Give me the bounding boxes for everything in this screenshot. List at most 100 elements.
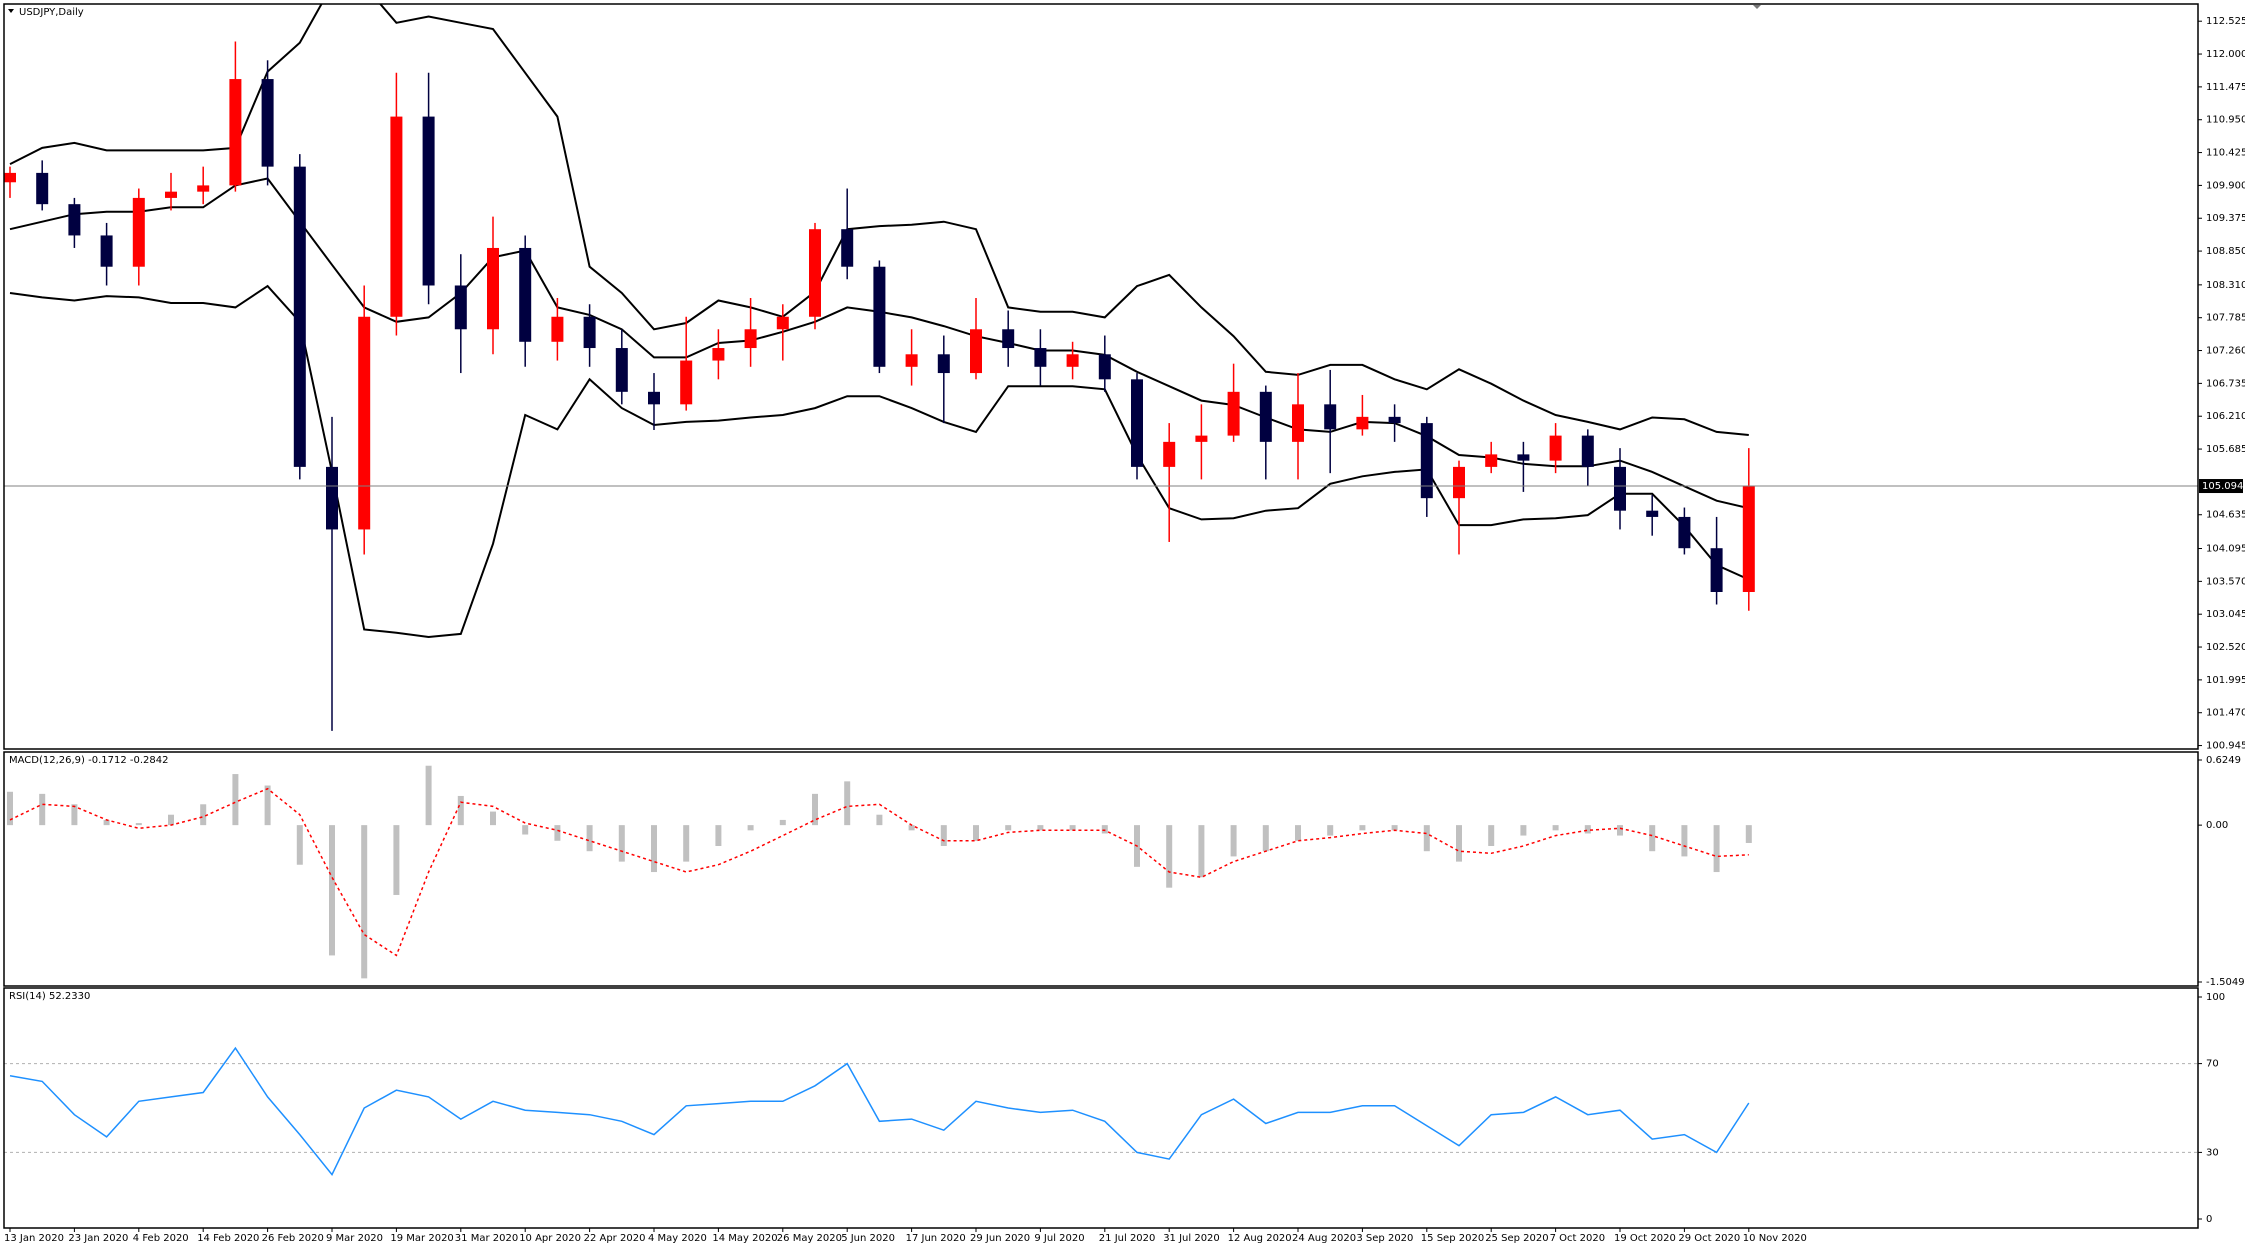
macd-histogram-bar [232,774,239,826]
macd-histogram-bar [973,825,979,841]
candle-body [1614,466,1626,511]
x-tick-label: 22 Apr 2020 [584,1233,646,1244]
candle-body [4,172,16,183]
panel-title: RSI(14) 52.2330 [9,991,90,1002]
y-tick-label: 102.520 [2206,642,2245,653]
panel-border [3,987,2199,1229]
y-tick-label: 104.095 [2206,544,2245,555]
y-tick-label: 0.00 [2206,820,2228,831]
y-tick-label: 0 [2206,1214,2212,1225]
shift-marker [1753,5,1761,9]
y-tick-label: 106.210 [2206,411,2245,422]
y-tick-label: 101.995 [2206,675,2245,686]
y-tick-label: 111.475 [2206,82,2245,93]
y-tick-label: 70 [2206,1059,2219,1070]
macd-histogram-bar [135,823,142,826]
plot-area [9,1046,1750,1176]
candle-body [1066,354,1079,367]
candle-body [261,79,274,167]
macd-histogram-bar [1327,825,1334,836]
panel-border [3,751,2199,987]
candle-body [1259,391,1272,442]
macd-histogram-bar [1423,825,1430,852]
candle-body [1646,510,1659,517]
y-tick-label: 0.6249 [2206,755,2241,766]
candle-body [712,348,725,361]
macd-histogram-bar [683,825,690,862]
y-tick-label: 103.045 [2206,609,2245,620]
x-tick-label: 9 Mar 2020 [326,1233,383,1244]
macd-histogram-bar [1617,825,1623,836]
candle-body [519,247,532,342]
macd-histogram-bar [747,825,754,831]
last-price-label: 105.094 [2202,481,2243,492]
candle-body [1549,435,1562,461]
candle-body [100,235,113,267]
macd-histogram-bar [1488,825,1495,846]
candle-body [680,360,693,405]
panel-title: USDJPY,Daily [19,7,84,18]
macd-histogram-bar [1456,825,1462,862]
candle-body [1485,454,1498,467]
candle-body [132,197,145,267]
candle-body [1227,391,1240,436]
macd-histogram-bar [361,825,368,979]
candle-body [487,247,499,330]
macd-histogram-bar [393,825,400,895]
macd-histogram-bar [71,804,78,826]
candle-body [551,316,564,342]
panel-border [3,3,2199,750]
macd-histogram-bar [296,825,303,865]
macd-histogram-bar [1649,825,1656,852]
plot-area [7,765,1752,979]
macd-histogram-bar [1005,825,1012,831]
x-tick-label: 29 Oct 2020 [1678,1233,1740,1244]
candle-body [809,229,821,317]
last-price-box [2199,479,2243,494]
candle-body [1678,516,1691,549]
candle-body [970,329,982,374]
x-tick-label: 17 Jun 2020 [906,1233,966,1244]
macd-histogram-bar [1391,825,1398,831]
x-tick-label: 14 Feb 2020 [197,1233,259,1244]
menu-arrow[interactable] [8,9,14,13]
macd-histogram-bar [1262,825,1269,852]
candle-body [1002,329,1015,349]
candle-body [744,329,757,349]
candle-body [1710,548,1723,592]
y-tick-label: 109.375 [2206,213,2245,224]
y-tick-label: 104.635 [2206,510,2245,521]
macd-histogram-bar [844,781,851,826]
candle-body [1420,423,1433,499]
macd-histogram-bar [1520,825,1527,836]
y-tick-label: -1.5049 [2206,977,2245,988]
y-tick-label: 100.945 [2206,741,2245,752]
y-tick-label: 107.785 [2206,313,2245,324]
candle-body [841,229,854,267]
x-tick-label: 5 Jun 2020 [841,1233,895,1244]
x-tick-label: 31 Mar 2020 [455,1233,518,1244]
macd-signal-line [9,787,1749,957]
macd-histogram-bar [264,785,271,826]
candle-body [1131,379,1143,467]
plot-area [4,4,1755,731]
y-tick-label: 112.000 [2206,49,2245,60]
macd-histogram-bar [1069,825,1076,831]
candle-body [1742,485,1755,592]
candle-body [873,266,886,367]
macd-histogram-bar [425,765,432,826]
macd-histogram-bar [1198,825,1205,878]
panel-title: MACD(12,26,9) -0.1712 -0.2842 [9,755,169,766]
candle-body [229,79,242,186]
macd-histogram-bar [586,825,593,852]
candle-body [905,354,918,367]
x-tick-label: 21 Jul 2020 [1099,1233,1156,1244]
candle-body [1356,416,1369,430]
candle-body [615,348,628,392]
macd-histogram-bar [876,814,883,826]
macd-histogram-bar [1584,825,1591,834]
x-tick-label: 4 Feb 2020 [133,1233,189,1244]
candle-body [776,316,789,330]
macd-histogram-bar [522,825,529,835]
candle-body [583,316,596,349]
